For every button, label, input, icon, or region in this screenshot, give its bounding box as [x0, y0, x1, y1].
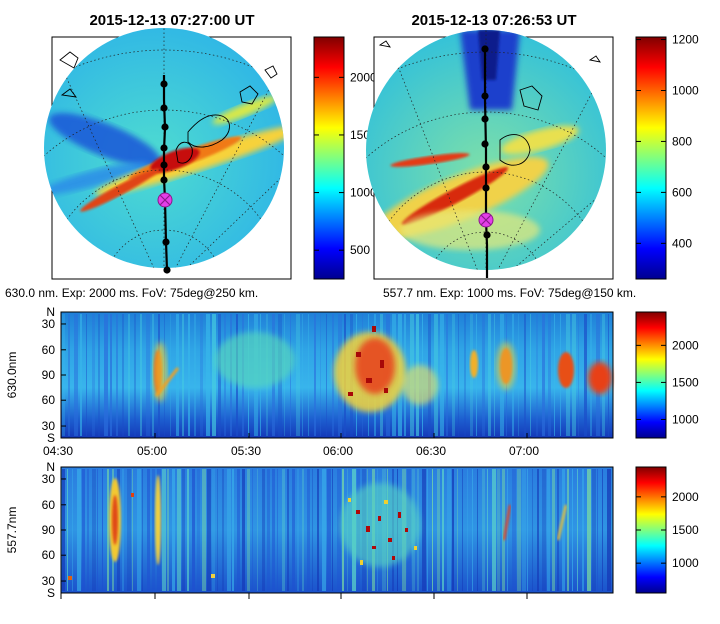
right-map-caption: 557.7 nm. Exp: 1000 ms. FoV: 75deg@150 k… [383, 286, 636, 300]
keogram-557-colorbar-tick-label: 1500 [672, 523, 699, 537]
keogram-630-xtick-label: 07:00 [509, 444, 539, 458]
keogram-630-xtick-label: 05:30 [231, 444, 261, 458]
keogram-630-colorbar-tick-label: 2000 [672, 338, 699, 352]
keogram-630-xtick-label: 06:30 [416, 444, 446, 458]
keogram-557-ytick-label: 30 [42, 574, 56, 588]
keogram-630-xtick-label: 04:30 [43, 444, 73, 458]
right-map-colorbar-tick-label: 800 [672, 134, 692, 148]
keogram-630-ytick-label: 90 [42, 368, 56, 382]
keogram-557-colorbar-tick-label: 1000 [672, 556, 699, 570]
keogram-630-ytick-label: 60 [42, 393, 56, 407]
left-map-title: 2015-12-13 07:27:00 UT [89, 12, 254, 29]
keogram-557-ytick-label: 90 [42, 523, 56, 537]
keogram-557-colorbar: 1000 1500 2000 [635, 466, 699, 594]
left-allsky-map [44, 28, 292, 280]
keogram-630-xtick-label: 06:00 [323, 444, 353, 458]
right-map-colorbar-tick-label: 1000 [672, 83, 699, 97]
right-map-colorbar-tick-label: 400 [672, 236, 692, 250]
keogram-630-colorbar-tick-label: 1000 [672, 412, 699, 426]
keogram-557-ylabel: 557.7nm [5, 507, 19, 554]
right-allsky-map [366, 30, 614, 280]
left-map-colorbar-tick-label: 1000 [350, 186, 377, 200]
keogram-630-ytick-label: S [47, 431, 55, 445]
keogram-630-ylabel: 630.0nm [5, 352, 19, 399]
keogram-630-ytick-label: 60 [42, 343, 56, 357]
keogram-557-ytick-label: 30 [42, 472, 56, 486]
keogram-630-xtick-label: 05:00 [137, 444, 167, 458]
right-map-title: 2015-12-13 07:26:53 UT [411, 12, 576, 29]
keogram-630-ytick-label: N [46, 305, 55, 319]
left-map-colorbar-tick-label: 500 [350, 243, 370, 257]
left-map-caption: 630.0 nm. Exp: 2000 ms. FoV: 75deg@250 k… [5, 286, 258, 300]
right-map-colorbar-tick-label: 600 [672, 185, 692, 199]
keogram-557-colorbar-tick-label: 2000 [672, 490, 699, 504]
keogram-630-colorbar: 1000 1500 2000 [635, 311, 699, 439]
keogram-557-ytick-label: 60 [42, 548, 56, 562]
right-map-colorbar: 400 600 800 1000 1200 [635, 33, 699, 280]
keogram-557-ytick-label: N [46, 460, 55, 474]
keogram-630-ytick-label: 30 [42, 419, 56, 433]
keogram-630-colorbar-tick-label: 1500 [672, 375, 699, 389]
keogram-630-ytick-label: 30 [42, 317, 56, 331]
right-map-colorbar-tick-label: 1200 [672, 33, 699, 47]
keogram-557-ytick-label: 60 [42, 498, 56, 512]
left-map-colorbar-tick-label: 2000 [350, 70, 377, 84]
keogram-557-ytick-label: S [47, 586, 55, 600]
